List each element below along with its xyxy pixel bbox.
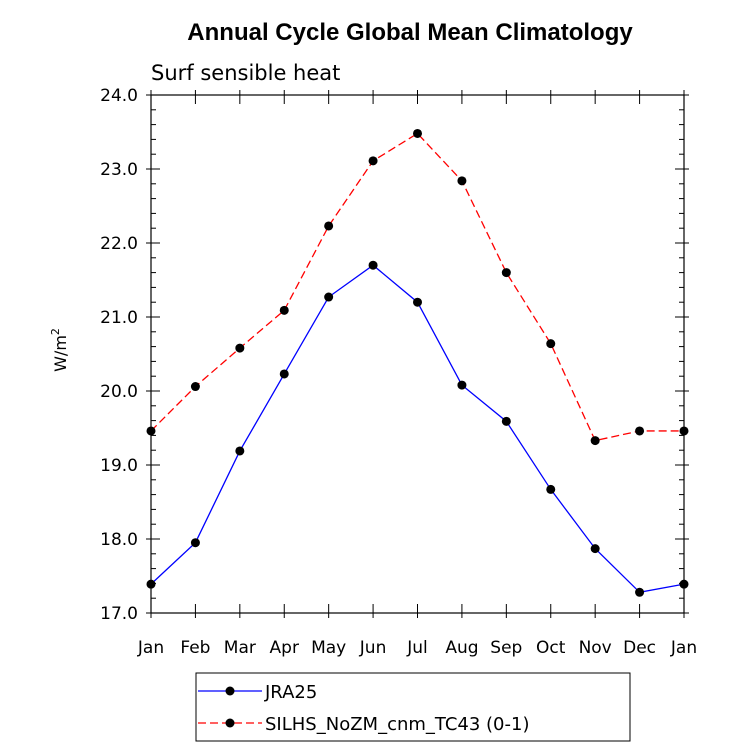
- legend-label-2: SILHS_NoZM_cnm_TC43 (0-1): [265, 714, 529, 735]
- series-2-point: [190, 382, 200, 392]
- series-1-point: [190, 538, 200, 548]
- legend-marker-1: [225, 686, 235, 696]
- y-tick-label: 20.0: [100, 382, 138, 402]
- series-2-point: [546, 339, 556, 349]
- series-1-point: [546, 484, 556, 494]
- x-tick-label: Jun: [359, 638, 387, 658]
- series-line-1: [150, 264, 685, 593]
- series-2-point: [635, 426, 645, 436]
- series-line-2: [150, 132, 684, 442]
- x-tick-label: Apr: [270, 638, 299, 658]
- legend-label-1: JRA25: [264, 682, 317, 703]
- series-1-point: [413, 297, 422, 307]
- series-1-point: [235, 446, 245, 456]
- x-tick-label: Mar: [224, 638, 256, 658]
- series-2-point: [235, 343, 245, 353]
- x-tick-label: May: [311, 638, 346, 658]
- y-axis-label-superscript: 2: [49, 328, 62, 335]
- x-tick-label: Sep: [490, 638, 522, 658]
- x-tick-label: Nov: [579, 638, 612, 658]
- x-tick-label: Feb: [180, 638, 210, 658]
- y-tick-label: 21.0: [100, 308, 138, 328]
- series-2-point: [324, 221, 334, 231]
- series-2-point: [279, 305, 289, 315]
- series-2-point: [457, 176, 467, 186]
- y-tick-label: 22.0: [100, 234, 138, 254]
- legend-box: [195, 672, 631, 742]
- y-axis-label-text: W/m: [51, 335, 70, 372]
- series-2-point: [368, 156, 378, 166]
- x-tick-label: Jan: [137, 638, 164, 658]
- x-tick-label: Jan: [670, 638, 697, 658]
- plot-frame: [150, 94, 685, 614]
- x-tick-label: Jul: [406, 638, 428, 658]
- chart-title: Annual Cycle Global Mean Climatology: [187, 19, 633, 46]
- chart-subtitle: Surf sensible heat: [151, 61, 340, 85]
- legend: JRA25 SILHS_NoZM_cnm_TC43 (0-1): [198, 682, 529, 735]
- series-1-point: [324, 292, 334, 302]
- y-tick-label: 24.0: [100, 86, 138, 106]
- series-1-point: [590, 544, 600, 554]
- x-tick-label: Dec: [623, 638, 656, 658]
- y-tick-label: 17.0: [100, 604, 138, 624]
- series-1-point: [635, 587, 645, 597]
- y-tick-label: 23.0: [100, 160, 138, 180]
- series-1-point: [501, 416, 511, 426]
- series-2-point: [501, 268, 511, 278]
- series-1-point: [457, 380, 467, 390]
- series-2-point: [413, 128, 422, 138]
- series-1-point: [368, 260, 378, 270]
- series-1-point: [279, 369, 289, 379]
- y-tick-label: 18.0: [100, 530, 138, 550]
- plot-marks: Jan Feb Mar Apr May Jun Jul Aug Sep Oct Nov Dec Jan 1…: [100, 86, 697, 658]
- x-tick-label: Oct: [536, 638, 566, 658]
- x-tick-label: Aug: [445, 638, 478, 658]
- series-2-point: [590, 436, 600, 446]
- y-tick-label: 19.0: [100, 456, 138, 476]
- y-axis-label: W/m2: [49, 328, 70, 372]
- legend-marker-2: [225, 718, 235, 728]
